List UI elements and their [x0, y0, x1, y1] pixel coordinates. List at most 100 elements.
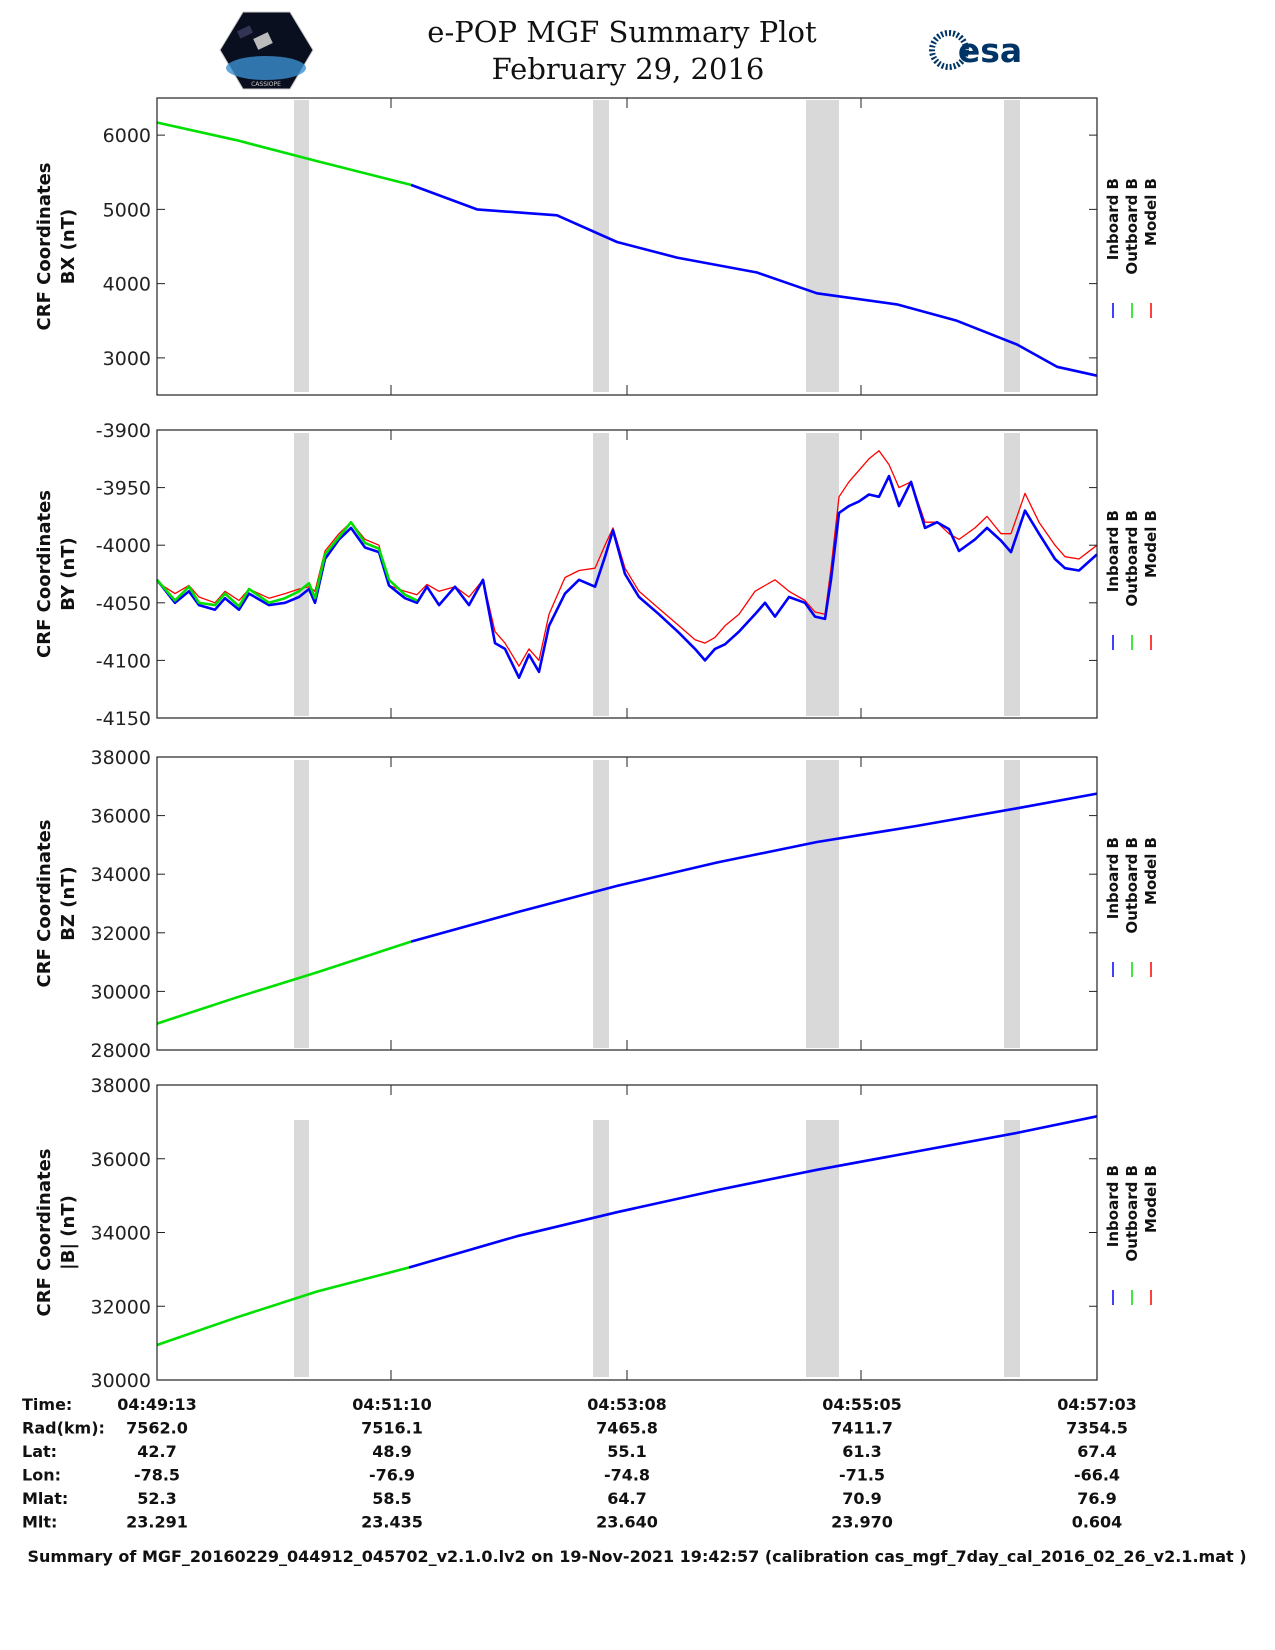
gray-band [1004, 760, 1020, 1048]
table-cell: 7465.8 [596, 1419, 658, 1438]
table-cell: 52.3 [137, 1489, 176, 1508]
table-cell: 23.435 [361, 1513, 423, 1532]
plot-title: e-POP MGF Summary Plot [427, 15, 817, 49]
table-cell: 58.5 [372, 1489, 411, 1508]
gray-band [1004, 1120, 1020, 1377]
gray-band [294, 1120, 309, 1377]
y-tick-label: 32000 [91, 1296, 151, 1318]
esa-logo: esa [929, 30, 1022, 70]
panel-4: 30000 32000 34000 36000 38000 CRF Coordinates… [34, 1075, 1160, 1392]
table-cell: -76.9 [369, 1466, 415, 1485]
table-cell: 7354.5 [1066, 1419, 1128, 1438]
y-tick-label: -3950 [96, 478, 151, 500]
y-tick-label: 38000 [91, 747, 151, 769]
series-outboard-b [156, 520, 418, 608]
gray-band [294, 100, 309, 392]
y-tick-label: 28000 [91, 1040, 151, 1062]
y-tick-label: 32000 [91, 923, 151, 945]
table-cell: 04:49:13 [117, 1395, 197, 1414]
table-cell: 23.640 [596, 1513, 658, 1532]
table-cell: -66.4 [1074, 1466, 1120, 1485]
table-cell: 64.7 [607, 1489, 646, 1508]
y-tick-label: -4050 [96, 593, 151, 615]
y-tick-label: 5000 [103, 199, 151, 221]
y-tick-label: 30000 [91, 1370, 151, 1392]
y-tick-label: -4000 [96, 535, 151, 557]
gray-band [294, 433, 309, 716]
y-tick-label: 38000 [91, 1075, 151, 1097]
legend-outboard-label: Outboard B [1123, 178, 1141, 275]
y-axis-label: CRF Coordinates [34, 820, 55, 988]
table-row-label: Lon: [22, 1466, 61, 1485]
table-cell: 04:57:03 [1057, 1395, 1137, 1414]
footer-caption: Summary of MGF_20160229_044912_045702_v2… [27, 1547, 1246, 1566]
table-cell: 61.3 [842, 1442, 881, 1461]
series-outboard-b [156, 1266, 410, 1347]
gray-band [1004, 100, 1020, 392]
svg-text:esa: esa [958, 31, 1022, 70]
legend-outboard-label: Outboard B [1123, 1165, 1141, 1262]
legend-outboard-label: Outboard B [1123, 837, 1141, 934]
series-outboard-b [156, 121, 412, 187]
y-axis-label: BY (nT) [58, 537, 79, 611]
gray-band [593, 760, 609, 1048]
y-tick-label: 3000 [103, 348, 151, 370]
y-tick-label: -3900 [96, 420, 151, 442]
series-inboard-b [410, 792, 1098, 943]
table-cell: 04:51:10 [352, 1395, 432, 1414]
panel-2: -3900 -3950 -4000 -4050 -4100 -4150 CRF Coordi… [34, 420, 1160, 730]
table-cell: -71.5 [839, 1466, 885, 1485]
y-tick-label: 34000 [91, 1223, 151, 1245]
table-cell: 7411.7 [831, 1419, 893, 1438]
table-cell: 23.291 [126, 1513, 188, 1532]
y-axis-label: CRF Coordinates [34, 1149, 55, 1317]
gray-band [806, 433, 839, 716]
table-cell: -78.5 [134, 1466, 180, 1485]
table-cell: 70.9 [842, 1489, 881, 1508]
y-tick-label: 36000 [91, 806, 151, 828]
gray-band [806, 760, 839, 1048]
y-tick-label: 36000 [91, 1149, 151, 1171]
series-outboard-b [156, 940, 412, 1025]
table-cell: 42.7 [137, 1442, 176, 1461]
table-row-label: Mlt: [22, 1513, 57, 1532]
panel-3: 28000 30000 32000 34000 36000 38000 CRF Coordi… [34, 747, 1160, 1062]
y-axis-label: |B| (nT) [58, 1195, 79, 1270]
table-cell: 55.1 [607, 1442, 646, 1461]
legend-inboard-label: Inboard B [1104, 837, 1122, 919]
table-cell: 67.4 [1077, 1442, 1116, 1461]
y-tick-label: -4150 [96, 708, 151, 730]
y-axis-label: BZ (nT) [58, 866, 79, 941]
legend-model-label: Model B [1142, 178, 1160, 246]
y-axis-label: BX (nT) [58, 209, 79, 284]
table-cell: -74.8 [604, 1466, 650, 1485]
legend-model-label: Model B [1142, 510, 1160, 578]
table-row-label: Time: [22, 1395, 72, 1414]
gray-band [806, 1120, 839, 1377]
y-tick-label: 30000 [91, 981, 151, 1003]
y-tick-label: 6000 [103, 125, 151, 147]
logo-text: CASSIOPE [251, 81, 281, 88]
y-axis-label: CRF Coordinates [34, 490, 55, 658]
series-inboard-b [408, 1115, 1098, 1269]
legend-inboard-label: Inboard B [1104, 178, 1122, 260]
legend-inboard-label: Inboard B [1104, 1165, 1122, 1247]
gray-band [294, 760, 309, 1048]
y-tick-label: 4000 [103, 274, 151, 296]
legend-outboard-label: Outboard B [1123, 510, 1141, 607]
table-row-label: Rad(km): [22, 1419, 105, 1438]
table-cell: 04:55:05 [822, 1395, 902, 1414]
table-cell: 0.604 [1072, 1513, 1123, 1532]
panel-1: 3000 4000 5000 6000 CRF Coordinates BX (nT) In… [34, 97, 1160, 396]
gray-band [593, 100, 609, 392]
legend-model-label: Model B [1142, 1165, 1160, 1233]
gray-band [806, 100, 839, 392]
legend-inboard-label: Inboard B [1104, 510, 1122, 592]
y-axis-label: CRF Coordinates [34, 163, 55, 331]
orbit-info-table: Time: 04:49:13 04:51:10 04:53:08 04:55:05 04:… [22, 1395, 1137, 1532]
table-cell: 76.9 [1077, 1489, 1116, 1508]
series-inboard-b [410, 183, 1098, 377]
table-cell: 7562.0 [126, 1419, 188, 1438]
table-row-label: Lat: [22, 1442, 57, 1461]
